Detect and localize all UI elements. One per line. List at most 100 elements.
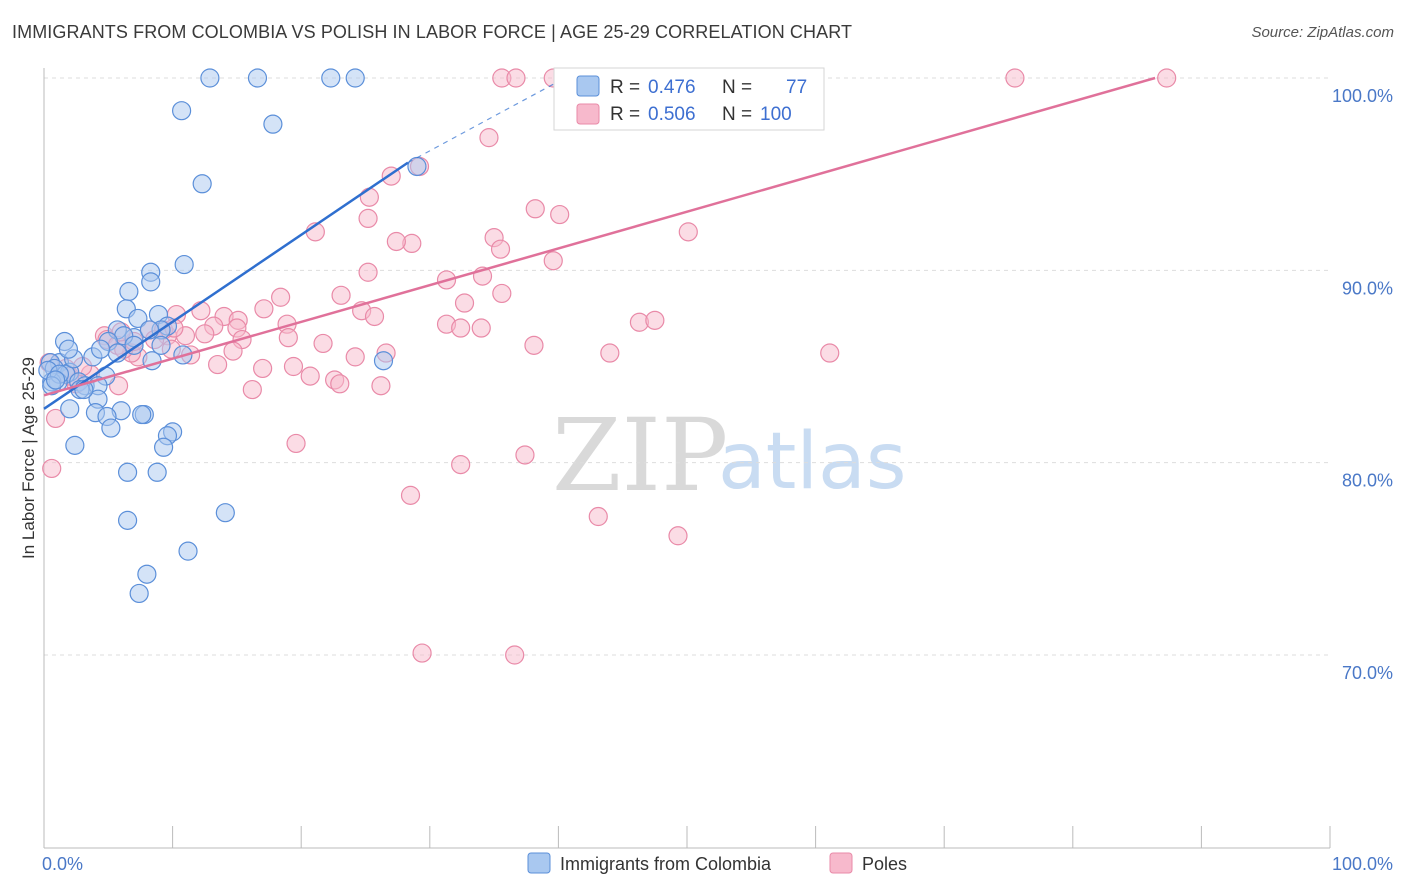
y-tick-label-3: 100.0%	[1332, 86, 1393, 106]
poles-point-62	[208, 354, 228, 375]
poles-point-11	[1005, 68, 1025, 88]
poles-point-78	[515, 445, 535, 465]
colombia-point-10	[141, 272, 161, 292]
poles-point-47	[471, 318, 491, 338]
poles-point-45	[645, 310, 665, 330]
bottom-legend-label-colombia: Immigrants from Colombia	[560, 854, 772, 874]
bottom-legend-swatch-colombia	[527, 852, 551, 874]
colombia-point-67	[45, 370, 66, 390]
poles-point-69	[242, 379, 262, 400]
colombia-point-54	[215, 503, 235, 523]
colombia-point-46	[132, 404, 152, 425]
colombia-point-6	[192, 174, 212, 194]
axes	[43, 68, 1331, 849]
poles-point-99	[490, 239, 511, 259]
watermark-atlas: atlas	[718, 417, 907, 507]
legend-r-value-colombia: 0.476	[648, 77, 696, 98]
colombia-point-13	[128, 308, 148, 329]
legend-r-label-poles: R =	[610, 104, 640, 125]
legend-swatch-colombia	[576, 75, 600, 97]
colombia-point-4	[172, 101, 192, 121]
poles-point-50	[278, 328, 298, 348]
poles-point-26	[358, 262, 378, 282]
legend-n-label-poles: N =	[722, 104, 752, 125]
poles-point-25	[543, 251, 563, 271]
poles-points	[39, 68, 1177, 665]
colombia-point-8	[174, 254, 194, 275]
legend-r-value-poles: 0.506	[648, 104, 696, 125]
legend-n-value-colombia: 77	[786, 77, 807, 98]
poles-point-64	[253, 358, 273, 379]
colombia-point-2	[321, 68, 341, 88]
colombia-point-1	[247, 68, 268, 88]
legend-n-value-poles: 100	[760, 104, 792, 125]
poles-point-32	[454, 293, 475, 313]
colombia-points	[38, 68, 427, 604]
poles-point-67	[330, 374, 350, 394]
poles-point-29	[492, 283, 512, 304]
poles-point-57	[820, 343, 840, 363]
colombia-point-22	[151, 335, 171, 355]
poles-point-46	[451, 318, 471, 338]
colombia-point-55	[117, 510, 138, 530]
poles-point-77	[451, 454, 471, 475]
poles-point-51	[313, 333, 333, 354]
colombia-point-47	[101, 418, 121, 438]
colombia-point-50	[153, 437, 174, 457]
colombia-point-28	[373, 351, 394, 371]
colombia-point-58	[129, 583, 149, 604]
legend-n-label-colombia: N =	[722, 77, 752, 98]
poles-point-1	[506, 68, 526, 88]
colombia-point-56	[178, 541, 198, 561]
colombia-point-7	[407, 156, 427, 177]
colombia-point-68	[58, 339, 79, 359]
chart-title: IMMIGRANTS FROM COLOMBIA VS POLISH IN LA…	[12, 22, 853, 42]
poles-point-81	[412, 643, 432, 663]
poles-point-33	[254, 299, 274, 319]
x-tick-label-1: 100.0%	[1332, 854, 1393, 874]
poles-point-63	[283, 356, 304, 377]
series-legend: Immigrants from Colombia Poles	[527, 852, 907, 874]
poles-point-24	[678, 222, 698, 242]
poles-point-23	[386, 231, 406, 252]
bottom-legend-swatch-poles	[829, 852, 853, 874]
poles-point-79	[588, 506, 608, 527]
watermark-zip: ZIP	[552, 397, 728, 514]
legend-swatch-poles	[576, 103, 600, 125]
poles-point-75	[286, 433, 306, 454]
colombia-point-52	[117, 462, 138, 482]
poles-point-16	[359, 187, 379, 207]
colombia-point-11	[119, 281, 139, 302]
bottom-legend-label-poles: Poles	[862, 854, 907, 874]
colombia-trend-extension	[407, 77, 566, 164]
poles-point-93	[195, 324, 215, 344]
y-tick-label-2: 90.0%	[1342, 278, 1393, 298]
poles-point-19	[358, 208, 378, 229]
y-axis-label: In Labor Force | Age 25-29	[19, 357, 38, 559]
y-tick-labels: 70.0% 80.0% 90.0% 100.0%	[1332, 86, 1393, 683]
poles-point-82	[505, 645, 525, 665]
poles-point-55	[524, 335, 544, 355]
poles-point-94	[223, 341, 243, 361]
y-tick-label-1: 80.0%	[1342, 471, 1393, 491]
colombia-point-63	[90, 339, 111, 359]
trend-lines	[43, 76, 1156, 410]
poles-point-17	[525, 199, 545, 219]
poles-point-71	[108, 376, 129, 396]
colombia-point-41	[60, 399, 80, 419]
grid-lines	[44, 77, 1330, 656]
x-tick-labels: 0.0% 100.0%	[42, 854, 1393, 874]
poles-trend-line	[43, 76, 1156, 397]
colombia-point-53	[147, 462, 167, 482]
poles-point-18	[550, 204, 570, 225]
colombia-point-0	[200, 68, 220, 88]
poles-point-35	[191, 301, 211, 321]
y-tick-label-0: 70.0%	[1342, 663, 1393, 683]
x-tick-label-0: 0.0%	[42, 854, 83, 874]
poles-point-84	[45, 408, 66, 429]
source-credit: Source: ZipAtlas.com	[1251, 24, 1394, 41]
poles-point-31	[271, 287, 291, 307]
poles-point-59	[345, 347, 365, 367]
poles-point-37	[364, 306, 385, 327]
